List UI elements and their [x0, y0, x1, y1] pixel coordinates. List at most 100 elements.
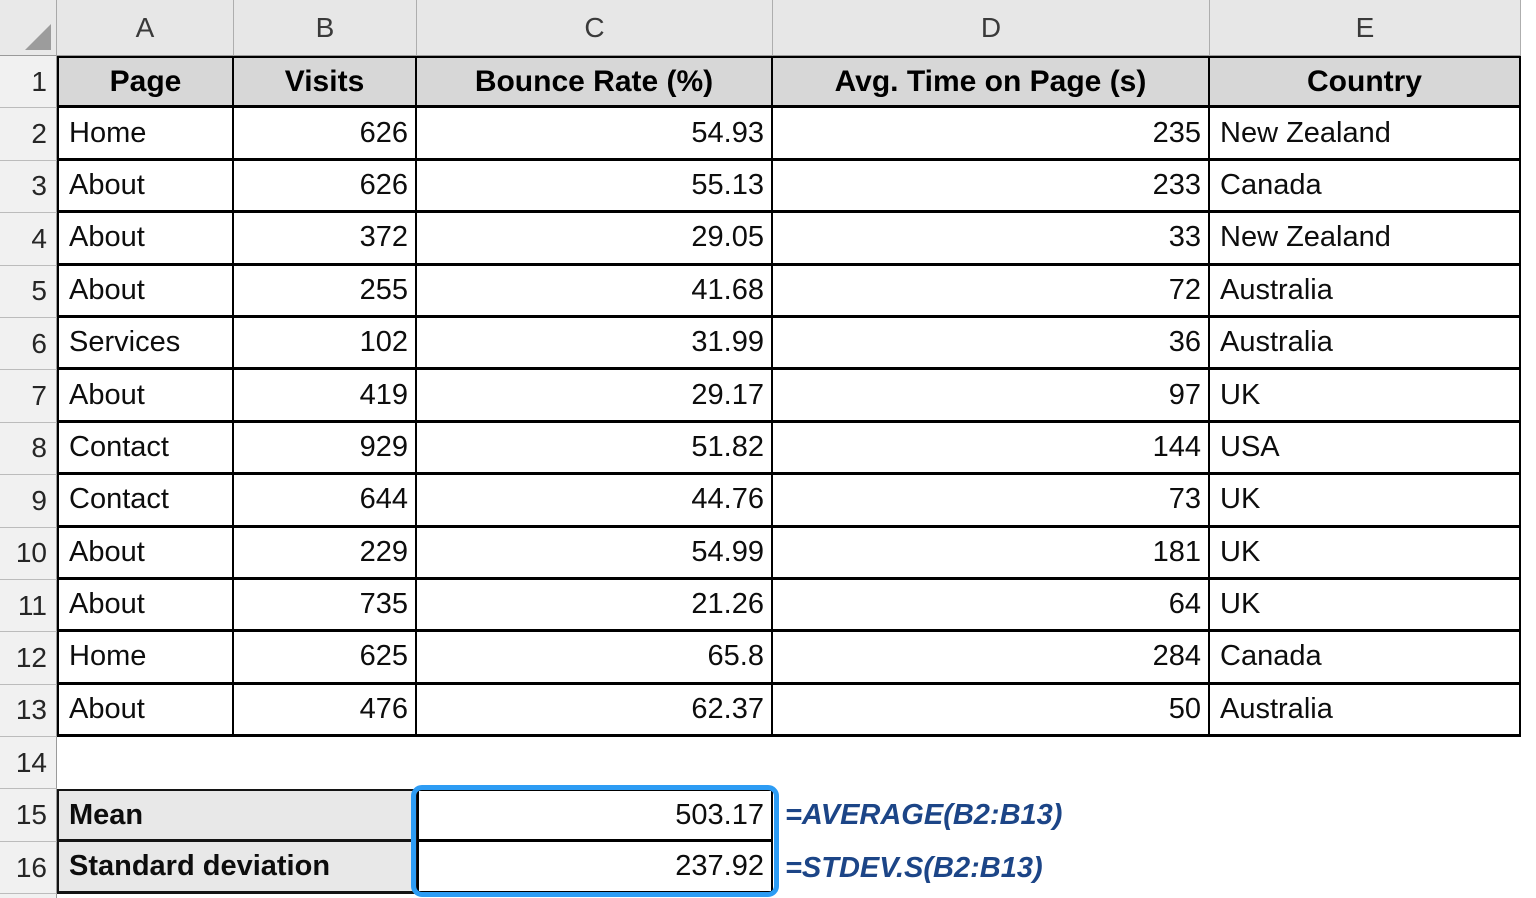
cell-avg-time[interactable]: 73 [773, 475, 1210, 528]
row-header[interactable]: 13 [0, 684, 57, 738]
cell-country[interactable]: UK [1210, 579, 1521, 633]
cell-country[interactable]: USA [1210, 422, 1521, 476]
cell-country[interactable]: Canada [1210, 160, 1521, 214]
table-row: 6 Services 102 31.99 36 Australia [0, 317, 1536, 371]
row-header[interactable]: 12 [0, 632, 57, 685]
cell-visits[interactable]: 626 [234, 108, 417, 161]
header-cell-page[interactable]: Page [57, 56, 234, 109]
select-all-button[interactable] [0, 0, 57, 56]
column-header-e[interactable]: E [1210, 0, 1521, 56]
stdev-label-cell[interactable]: Standard deviation [57, 841, 417, 895]
cell-country[interactable]: Australia [1210, 265, 1521, 318]
cell-page[interactable]: Services [57, 317, 234, 371]
cell-page[interactable]: Contact [57, 475, 234, 528]
cell-page[interactable]: About [57, 160, 234, 214]
row-header[interactable]: 4 [0, 213, 57, 266]
cell-bounce-rate[interactable]: 41.68 [417, 265, 773, 318]
cell-bounce-rate[interactable]: 29.05 [417, 213, 773, 266]
cell-page[interactable]: About [57, 265, 234, 318]
mean-label-cell[interactable]: Mean [57, 789, 417, 842]
row-header[interactable]: 16 [0, 841, 57, 895]
cell-visits[interactable]: 476 [234, 684, 417, 738]
cell-visits[interactable]: 372 [234, 213, 417, 266]
row-header[interactable]: 3 [0, 160, 57, 214]
cell-visits[interactable]: 419 [234, 370, 417, 423]
mean-value-cell[interactable]: 503.17 [417, 789, 773, 842]
cell-page[interactable]: About [57, 213, 234, 266]
cell-country[interactable]: New Zealand [1210, 213, 1521, 266]
header-cell-country[interactable]: Country [1210, 56, 1521, 109]
cell-visits[interactable]: 644 [234, 475, 417, 528]
cell-visits[interactable]: 102 [234, 317, 417, 371]
cell-visits[interactable]: 625 [234, 632, 417, 685]
cell-page[interactable]: About [57, 684, 234, 738]
header-cell-bounce-rate[interactable]: Bounce Rate (%) [417, 56, 773, 109]
cell-country[interactable]: UK [1210, 527, 1521, 580]
cell-page[interactable]: About [57, 370, 234, 423]
row-header[interactable]: 2 [0, 108, 57, 161]
row-header[interactable]: 15 [0, 789, 57, 842]
cell-avg-time[interactable]: 97 [773, 370, 1210, 423]
column-header-c[interactable]: C [417, 0, 773, 56]
cell-page[interactable]: Home [57, 108, 234, 161]
cell-bounce-rate[interactable]: 54.99 [417, 527, 773, 580]
cell-avg-time[interactable]: 235 [773, 108, 1210, 161]
cell-country[interactable]: Australia [1210, 684, 1521, 738]
cell-bounce-rate[interactable]: 31.99 [417, 317, 773, 371]
row-header[interactable]: 7 [0, 370, 57, 423]
column-header-strip: A B C D E [0, 0, 1536, 56]
row-header[interactable]: 9 [0, 475, 57, 528]
table-row: 10 About 229 54.99 181 UK [0, 527, 1536, 580]
cell-avg-time[interactable]: 64 [773, 579, 1210, 633]
table-row: 12 Home 625 65.8 284 Canada [0, 632, 1536, 685]
header-cell-visits[interactable]: Visits [234, 56, 417, 109]
cell-country[interactable]: UK [1210, 370, 1521, 423]
table-row: 4 About 372 29.05 33 New Zealand [0, 213, 1536, 266]
cell-page[interactable]: Home [57, 632, 234, 685]
cell-bounce-rate[interactable]: 55.13 [417, 160, 773, 214]
cell-visits[interactable]: 229 [234, 527, 417, 580]
table-row: 8 Contact 929 51.82 144 USA [0, 422, 1536, 476]
cell-country[interactable]: UK [1210, 475, 1521, 528]
cell-avg-time[interactable]: 33 [773, 213, 1210, 266]
cell-avg-time[interactable]: 181 [773, 527, 1210, 580]
cell-visits[interactable]: 929 [234, 422, 417, 476]
column-header-b[interactable]: B [234, 0, 417, 56]
cell-country[interactable]: Australia [1210, 317, 1521, 371]
cell-avg-time[interactable]: 233 [773, 160, 1210, 214]
row-header[interactable]: 6 [0, 317, 57, 371]
cell-avg-time[interactable]: 144 [773, 422, 1210, 476]
cell-bounce-rate[interactable]: 29.17 [417, 370, 773, 423]
cell-avg-time[interactable]: 36 [773, 317, 1210, 371]
table-row: 13 About 476 62.37 50 Australia [0, 684, 1536, 738]
cell-page[interactable]: Contact [57, 422, 234, 476]
cell-visits[interactable]: 626 [234, 160, 417, 214]
row-header[interactable]: 11 [0, 579, 57, 633]
column-header-d[interactable]: D [773, 0, 1210, 56]
cell-avg-time[interactable]: 50 [773, 684, 1210, 738]
row-header[interactable]: 10 [0, 527, 57, 580]
cell-bounce-rate[interactable]: 54.93 [417, 108, 773, 161]
cell-country[interactable]: Canada [1210, 632, 1521, 685]
cell-page[interactable]: About [57, 579, 234, 633]
stdev-value-cell[interactable]: 237.92 [417, 841, 773, 895]
cell-bounce-rate[interactable]: 44.76 [417, 475, 773, 528]
cell-page[interactable]: About [57, 527, 234, 580]
cell-bounce-rate[interactable]: 21.26 [417, 579, 773, 633]
summary-row-mean: 15 Mean 503.17 =AVERAGE(B2:B13) [0, 789, 1536, 842]
cell-bounce-rate[interactable]: 51.82 [417, 422, 773, 476]
column-header-a[interactable]: A [57, 0, 234, 56]
cell-avg-time[interactable]: 72 [773, 265, 1210, 318]
cell-country[interactable]: New Zealand [1210, 108, 1521, 161]
row-header[interactable]: 5 [0, 265, 57, 318]
cell-bounce-rate[interactable]: 62.37 [417, 684, 773, 738]
row-header[interactable]: 1 [0, 56, 57, 109]
row-header[interactable]: 8 [0, 422, 57, 476]
cell-visits[interactable]: 735 [234, 579, 417, 633]
cell-avg-time[interactable]: 284 [773, 632, 1210, 685]
cell-visits[interactable]: 255 [234, 265, 417, 318]
header-cell-avg-time[interactable]: Avg. Time on Page (s) [773, 56, 1210, 109]
cell-bounce-rate[interactable]: 65.8 [417, 632, 773, 685]
table-row: 7 About 419 29.17 97 UK [0, 370, 1536, 423]
row-header[interactable]: 14 [0, 737, 57, 790]
